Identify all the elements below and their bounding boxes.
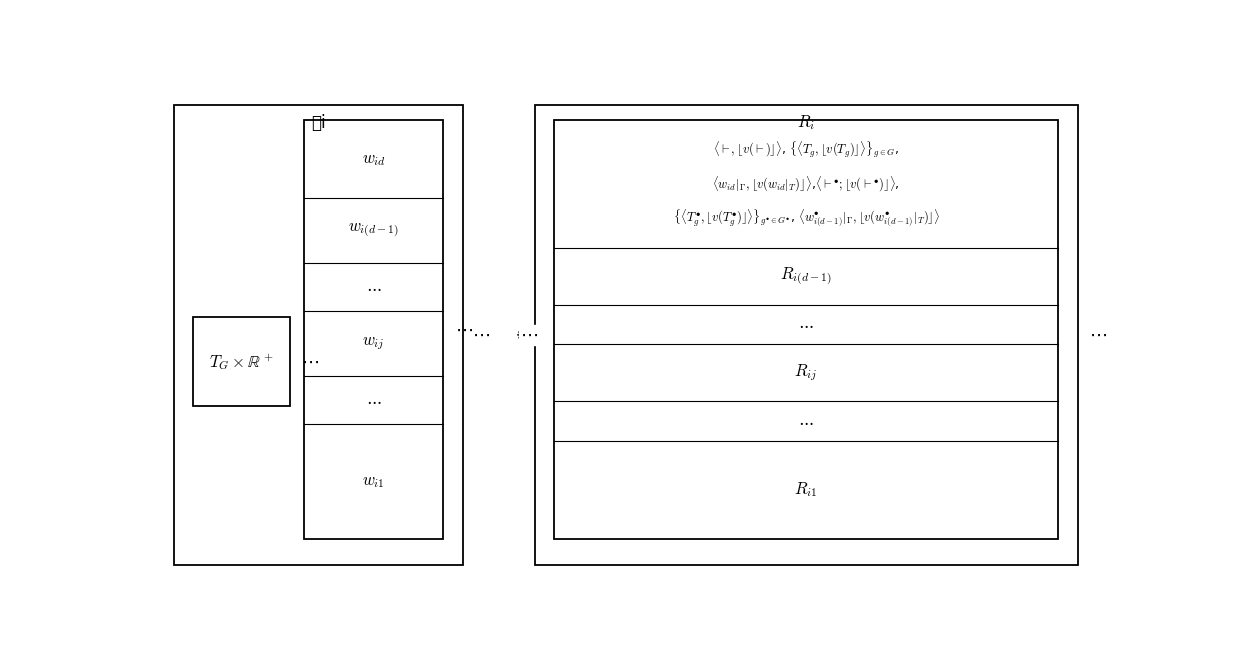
Text: 栈i: 栈i xyxy=(311,114,326,132)
Text: $R_{i(d-1)}$: $R_{i(d-1)}$ xyxy=(780,265,832,287)
Text: $T_G\times\mathbb{R}^+$: $T_G\times\mathbb{R}^+$ xyxy=(210,351,274,372)
Text: $\cdots$: $\cdots$ xyxy=(301,353,319,371)
Bar xyxy=(304,121,444,539)
Text: $w_{ij}$: $w_{ij}$ xyxy=(362,334,384,352)
Bar xyxy=(174,105,463,564)
Text: $\cdots$: $\cdots$ xyxy=(521,326,538,344)
Bar xyxy=(193,317,290,406)
Text: $\cdots$: $\cdots$ xyxy=(366,278,382,296)
Text: $\cdots$: $\cdots$ xyxy=(799,412,813,430)
Text: $\langle w_{id}|_{\Gamma},\lfloor v(w_{id}|_T)\rfloor\rangle$,$\langle\vdash^{\b: $\langle w_{id}|_{\Gamma},\lfloor v(w_{i… xyxy=(712,174,900,194)
Text: $\{\langle T_g^{\bullet},\lfloor v(T_g^{\bullet})\rfloor\rangle\}_{g^{\bullet}\i: $\{\langle T_g^{\bullet},\lfloor v(T_g^{… xyxy=(672,208,940,229)
Text: $\cdots$: $\cdots$ xyxy=(455,321,472,339)
Text: $\cdots$: $\cdots$ xyxy=(472,326,490,344)
Bar xyxy=(534,105,1078,564)
Text: $\cdots$: $\cdots$ xyxy=(366,391,382,409)
Text: $\langle\vdash, \lfloor v(\vdash)\rfloor\rangle$, $\{\langle T_g, \lfloor v(T_g): $\langle\vdash, \lfloor v(\vdash)\rfloor… xyxy=(713,139,899,160)
Text: $\cdots$: $\cdots$ xyxy=(1089,326,1107,344)
Text: $w_{i1}$: $w_{i1}$ xyxy=(362,473,384,491)
Bar xyxy=(554,121,1058,539)
Text: $R_{i1}$: $R_{i1}$ xyxy=(795,481,818,499)
Text: $R_i$: $R_i$ xyxy=(797,113,815,133)
Text: $w_{id}$: $w_{id}$ xyxy=(362,150,386,168)
Text: $R_{ij}$: $R_{ij}$ xyxy=(795,362,817,383)
Text: $w_{i(d-1)}$: $w_{i(d-1)}$ xyxy=(348,221,399,239)
Text: $\cdots$: $\cdots$ xyxy=(799,316,813,333)
